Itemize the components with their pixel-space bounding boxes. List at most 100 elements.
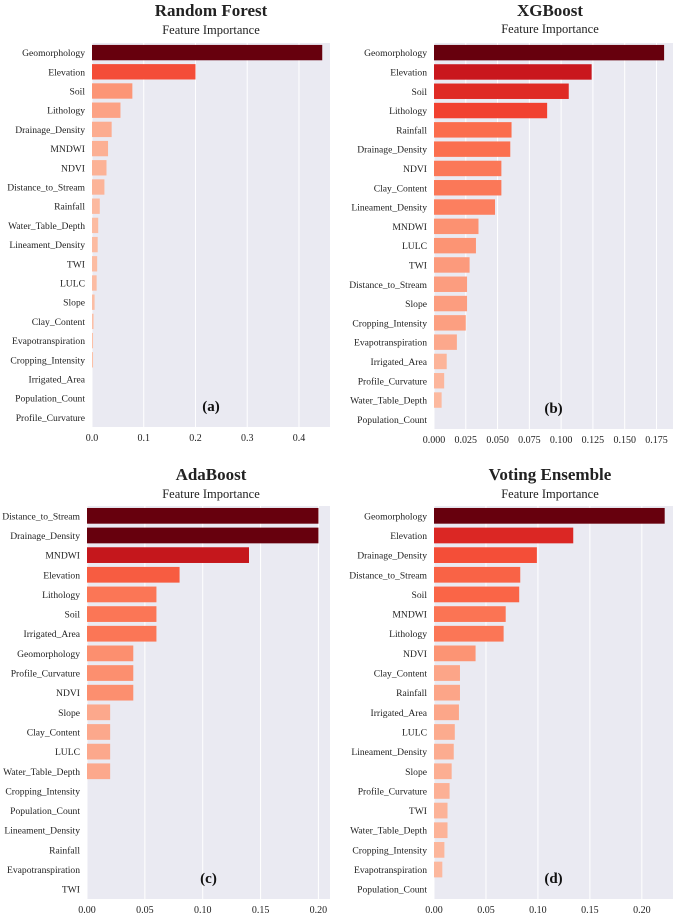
y-tick-label: Clay_Content [374, 183, 428, 194]
bar [92, 103, 120, 118]
x-tick-label: 0.10 [194, 905, 212, 916]
plot-background [434, 43, 673, 429]
y-tick-label: Evapotranspiration [7, 865, 80, 876]
x-tick-label: 0.20 [633, 905, 651, 916]
bar [87, 744, 110, 760]
bar [92, 199, 100, 214]
y-tick-label: NDVI [61, 163, 85, 174]
bar [434, 161, 501, 176]
x-tick-label: 0.4 [293, 433, 306, 444]
y-tick-label: Geomorphology [364, 511, 427, 522]
y-tick-label: Distance_to_Stream [2, 511, 80, 522]
x-tick-label: 0.15 [581, 905, 599, 916]
x-tick-label: 0.100 [550, 435, 573, 446]
bar [87, 567, 180, 583]
y-tick-label: Distance_to_Stream [349, 570, 427, 581]
panel-label: (a) [202, 399, 220, 415]
y-tick-label: NDVI [403, 164, 427, 175]
bar [87, 665, 133, 681]
bar [434, 606, 506, 622]
x-tick-label: 0.10 [529, 905, 547, 916]
y-tick-label: Geomorphology [17, 649, 80, 660]
bar [92, 141, 108, 156]
charts-svg: Random ForestFeature Importance0.0 0.1 0.2… [0, 0, 685, 919]
y-tick-label: TWI [67, 259, 85, 270]
y-tick-label: Water_Table_Depth [8, 221, 85, 232]
y-tick-label: Rainfall [396, 688, 427, 699]
y-tick-label: Soil [70, 87, 86, 98]
bar [434, 296, 467, 311]
bar [434, 354, 447, 369]
y-tick-label: TWI [409, 806, 427, 817]
bar [434, 508, 665, 524]
bar [434, 277, 467, 292]
y-tick-label: Soil [412, 87, 428, 98]
bar [434, 373, 444, 388]
y-tick-label: Population_Count [357, 885, 427, 896]
x-tick-label: 0.050 [486, 435, 509, 446]
x-tick-label: 0.05 [477, 905, 495, 916]
y-tick-label: Rainfall [54, 202, 85, 213]
y-tick-label: Lineament_Density [351, 203, 427, 214]
y-tick-label: Elevation [43, 570, 80, 581]
y-tick-label: TWI [409, 260, 427, 271]
y-tick-label: Distance_to_Stream [7, 183, 85, 194]
x-tick-label: 0.175 [645, 435, 668, 446]
y-tick-label: Water_Table_Depth [3, 767, 80, 778]
y-tick-label: Geomorphology [22, 48, 85, 59]
y-tick-label: Distance_to_Stream [349, 280, 427, 291]
y-tick-label: TWI [62, 885, 80, 896]
bar [87, 626, 156, 642]
y-tick-label: Lithology [47, 106, 85, 117]
chart-panel: Random Forest Feature Importance 0.0 0.1 0.2… [7, 1, 330, 444]
y-tick-label: Cropping_Intensity [5, 786, 80, 797]
y-tick-label: Irrigated_Area [371, 708, 428, 719]
x-tick-label: 0.15 [252, 905, 270, 916]
y-tick-label: Drainage_Density [357, 145, 427, 156]
bar [87, 724, 110, 740]
y-tick-label: Lithology [389, 106, 427, 117]
y-tick-label: Rainfall [396, 125, 427, 136]
panel-label: (c) [200, 871, 217, 887]
y-tick-label: Clay_Content [374, 669, 428, 680]
y-tick-label: Lineament_Density [4, 826, 80, 837]
bar [434, 84, 569, 99]
chart-panel: XGBoost Feature Importance 0.000 0.025 0.050… [349, 1, 673, 446]
y-tick-label: Profile_Curvature [16, 413, 85, 424]
y-tick-label: Rainfall [49, 845, 80, 856]
bar [434, 180, 501, 195]
y-tick-label: Clay_Content [27, 727, 81, 738]
chart-panel: Voting Ensemble Feature Importance 0.00 0.0… [349, 465, 673, 916]
x-tick-label: 0.1 [137, 433, 150, 444]
y-tick-label: Elevation [48, 67, 85, 78]
panel-label: (b) [544, 401, 562, 417]
bar [434, 257, 470, 272]
bar [87, 528, 318, 544]
x-tick-label: 0.0 [86, 433, 99, 444]
bar [92, 218, 98, 233]
bar [434, 45, 664, 60]
y-tick-label: Irrigated_Area [29, 375, 86, 386]
bar [92, 64, 195, 79]
x-tick-label: 0.00 [425, 905, 443, 916]
bar [434, 862, 442, 878]
y-tick-label: Drainage_Density [10, 531, 80, 542]
chart-title: Voting Ensemble [489, 465, 612, 484]
y-tick-label: Profile_Curvature [11, 669, 80, 680]
bar [87, 763, 110, 779]
bar [92, 160, 106, 175]
y-tick-label: Evapotranspiration [354, 865, 427, 876]
bar [434, 822, 448, 838]
bar [434, 763, 452, 779]
bar [434, 704, 459, 720]
y-tick-label: Slope [63, 298, 85, 309]
y-tick-label: Evapotranspiration [12, 336, 85, 347]
bar [434, 141, 510, 156]
y-tick-label: Soil [65, 610, 81, 621]
bar [92, 314, 94, 329]
bar [434, 238, 476, 253]
bar [434, 122, 512, 137]
x-tick-label: 0.075 [518, 435, 541, 446]
chart-subtitle: Feature Importance [162, 23, 260, 37]
bar [434, 392, 442, 407]
